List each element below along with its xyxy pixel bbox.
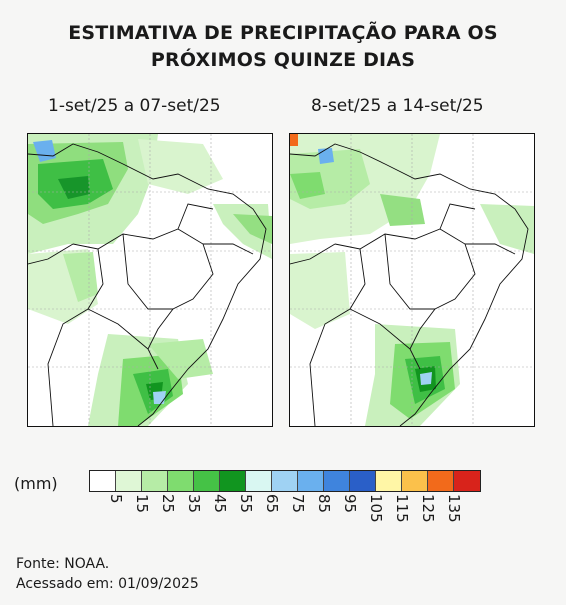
map-title: ESTIMATIVA DE PRECIPITAÇÃO PARA OS PRÓXI… <box>0 20 566 74</box>
legend-tick-label: 85 <box>315 494 333 514</box>
precipitation-map-week-1 <box>27 133 273 427</box>
legend-tick-label: 125 <box>419 494 437 523</box>
legend-tick-label: 55 <box>237 494 255 514</box>
precipitation-map-week-2 <box>289 133 535 427</box>
legend-tick-label: 25 <box>159 494 177 514</box>
accessed-date-line: Acessado em: 01/09/2025 <box>16 576 199 592</box>
legend-swatch <box>350 471 376 491</box>
legend-tick-label: 105 <box>367 494 385 523</box>
legend-tick-label: 65 <box>263 494 281 514</box>
source-note: Fonte: NOAA. Acessado em: 01/09/2025 <box>16 554 199 594</box>
legend-swatch <box>220 471 246 491</box>
legend-swatch <box>90 471 116 491</box>
color-scale-legend <box>89 470 481 492</box>
legend-swatch <box>142 471 168 491</box>
legend-swatch <box>298 471 324 491</box>
title-line-2: PRÓXIMOS QUINZE DIAS <box>150 49 416 71</box>
legend-tick-label: 35 <box>185 494 203 514</box>
period-label-week-2: 8-set/25 a 14-set/25 <box>311 96 484 116</box>
legend-swatch <box>272 471 298 491</box>
legend-tick-label: 75 <box>289 494 307 514</box>
legend-tick-label: 135 <box>445 494 463 523</box>
legend-swatch <box>194 471 220 491</box>
legend-tick-label: 5 <box>107 494 125 504</box>
legend-tick-label: 45 <box>211 494 229 514</box>
source-line: Fonte: NOAA. <box>16 556 110 572</box>
legend-tick-label: 115 <box>393 494 411 523</box>
legend-swatch <box>454 471 480 491</box>
legend-swatch <box>246 471 272 491</box>
title-line-1: ESTIMATIVA DE PRECIPITAÇÃO PARA OS <box>68 22 498 44</box>
period-label-week-1: 1-set/25 a 07-set/25 <box>48 96 221 116</box>
legend-tick-label: 15 <box>133 494 151 514</box>
legend-swatch <box>324 471 350 491</box>
legend-swatch <box>168 471 194 491</box>
legend-tick-label: 95 <box>341 494 359 514</box>
legend-swatch <box>376 471 402 491</box>
legend-swatch <box>428 471 454 491</box>
legend-unit-label: (mm) <box>14 474 58 493</box>
legend-swatch <box>402 471 428 491</box>
legend-swatch <box>116 471 142 491</box>
